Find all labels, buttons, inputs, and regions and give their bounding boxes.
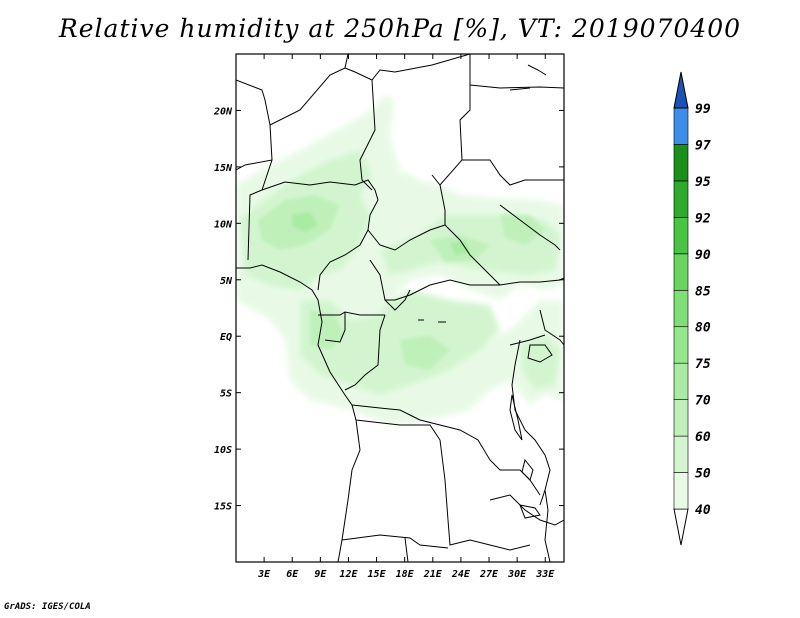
- colorbar-block: [673, 144, 689, 182]
- colorbar-level-label: 70: [695, 394, 711, 409]
- colorbar-level-label: 99: [695, 102, 711, 117]
- colorbar-over-triangle: [673, 71, 689, 109]
- lon-tick-label: 24E: [451, 569, 471, 580]
- colorbar-level-label: 40: [695, 503, 711, 518]
- colorbar-under-triangle: [673, 508, 689, 546]
- colorbar-level-label: 92: [695, 211, 711, 226]
- colorbar-level-label: 50: [695, 467, 711, 482]
- colorbar-block: [673, 180, 689, 218]
- colorbar-block: [673, 326, 689, 364]
- colorbar-block: [673, 472, 689, 510]
- colorbar-block: [673, 253, 689, 291]
- colorbar-level-label: 85: [695, 284, 711, 299]
- lat-tick-label: EQ: [220, 332, 232, 343]
- colorbar-block: [673, 289, 689, 328]
- lon-tick-label: 27E: [479, 569, 499, 580]
- lon-tick-label: 21E: [423, 569, 443, 580]
- humidity-shade-70-75: [292, 212, 470, 255]
- lat-tick-label: 5N: [220, 276, 233, 287]
- axis-ticks: 3E 6E 9E 12E 15E 18E 21E 24E 27E 30E 33E 20N 15N 10N 5…: [213, 54, 564, 580]
- lat-tick-label: 15S: [214, 502, 232, 513]
- lon-tick-label: 18E: [396, 569, 415, 580]
- colorbar-level-label: 80: [695, 321, 711, 336]
- colorbar-level-label: 90: [695, 248, 711, 263]
- lat-tick-label: 5S: [220, 389, 232, 400]
- country-borders: [236, 54, 564, 562]
- colorbar-level-label: 97: [695, 138, 711, 153]
- lat-tick-label: 20N: [213, 106, 233, 117]
- colorbar-block: [673, 107, 689, 145]
- colorbar-level-label: 60: [695, 430, 711, 445]
- lat-tick-label: 10N: [214, 219, 233, 230]
- lon-tick-label: 12E: [339, 569, 358, 580]
- lon-tick-label: 9E: [314, 569, 327, 580]
- colorbar-level-label: 95: [695, 175, 711, 190]
- lon-tick-label: 30E: [507, 569, 527, 580]
- colorbar-block: [673, 362, 689, 400]
- lon-tick-label: 33E: [535, 569, 555, 580]
- colorbar-level-label: 75: [695, 357, 711, 372]
- lon-tick-label: 15E: [368, 569, 387, 580]
- lon-tick-label: 3E: [257, 569, 271, 580]
- lon-tick-label: 6E: [286, 569, 299, 580]
- colorbar-block: [673, 217, 689, 255]
- lat-tick-label: 15N: [214, 163, 233, 174]
- map-frame: [235, 53, 565, 563]
- lat-tick-label: 10S: [214, 445, 232, 456]
- humidity-shading: [236, 95, 564, 425]
- colorbar-block: [673, 399, 689, 437]
- colorbar: 40 50 60 70 75 80 85 90 92 95 97 99: [673, 71, 711, 546]
- colorbar-block: [673, 435, 689, 473]
- grads-credit: GrADS: IGES/COLA: [4, 602, 91, 612]
- chart-title: Relative humidity at 250hPa [%], VT: 201…: [58, 14, 742, 43]
